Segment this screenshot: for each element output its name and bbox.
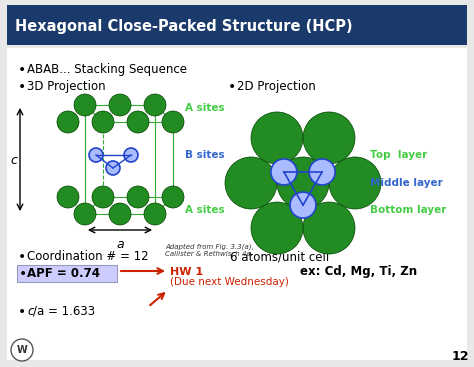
Circle shape [127,111,149,133]
Text: Adapted from Fig. 3.3(a),
Callister & Rethwisch 4e.: Adapted from Fig. 3.3(a), Callister & Re… [165,243,254,257]
Circle shape [144,203,166,225]
Circle shape [303,202,355,254]
Text: W: W [17,345,27,355]
Circle shape [303,112,355,164]
Circle shape [277,157,329,209]
Text: c: c [10,153,18,167]
Circle shape [329,157,381,209]
Circle shape [57,111,79,133]
Circle shape [225,157,277,209]
Circle shape [74,203,96,225]
Text: ex: Cd, Mg, Ti, Zn: ex: Cd, Mg, Ti, Zn [300,265,417,278]
Text: (Due next Wednesday): (Due next Wednesday) [170,277,289,287]
Bar [7,5,467,45]
Text: ABAB... Stacking Sequence: ABAB... Stacking Sequence [27,63,187,76]
Text: Hexagonal Close-Packed Structure (HCP): Hexagonal Close-Packed Structure (HCP) [15,19,353,34]
Text: 6 atoms/unit cell: 6 atoms/unit cell [230,250,329,263]
Text: Bottom layer: Bottom layer [370,205,447,215]
Circle shape [309,159,335,185]
Text: Middle layer: Middle layer [370,178,443,188]
Circle shape [127,186,149,208]
Text: 2D Projection: 2D Projection [237,80,316,93]
Circle shape [109,94,131,116]
Circle shape [92,186,114,208]
Text: •: • [18,80,26,94]
Circle shape [74,94,96,116]
Circle shape [124,148,138,162]
Text: /a = 1.633: /a = 1.633 [33,305,95,318]
Text: A sites: A sites [185,205,225,215]
Circle shape [290,192,316,218]
Text: Top  layer: Top layer [370,150,427,160]
Bar [17,265,117,282]
Circle shape [92,111,114,133]
Text: •: • [18,250,26,264]
Text: Coordination # = 12: Coordination # = 12 [27,250,149,263]
Text: 3D Projection: 3D Projection [27,80,106,93]
Circle shape [57,186,79,208]
Text: a: a [116,238,124,251]
Circle shape [162,186,184,208]
Circle shape [144,94,166,116]
Circle shape [162,111,184,133]
Text: •: • [19,267,27,281]
Text: 12: 12 [452,350,470,363]
Circle shape [251,112,303,164]
Text: B sites: B sites [185,150,225,160]
Text: •: • [18,63,26,77]
Circle shape [271,159,297,185]
Bar [7,48,467,360]
Circle shape [109,203,131,225]
Text: HW 1: HW 1 [170,267,203,277]
Circle shape [89,148,103,162]
Text: c: c [27,305,34,318]
Text: APF = 0.74: APF = 0.74 [27,267,100,280]
Circle shape [251,202,303,254]
Text: •: • [18,305,26,319]
Circle shape [106,161,120,175]
Text: •: • [228,80,236,94]
Text: A sites: A sites [185,103,225,113]
Circle shape [11,339,33,361]
